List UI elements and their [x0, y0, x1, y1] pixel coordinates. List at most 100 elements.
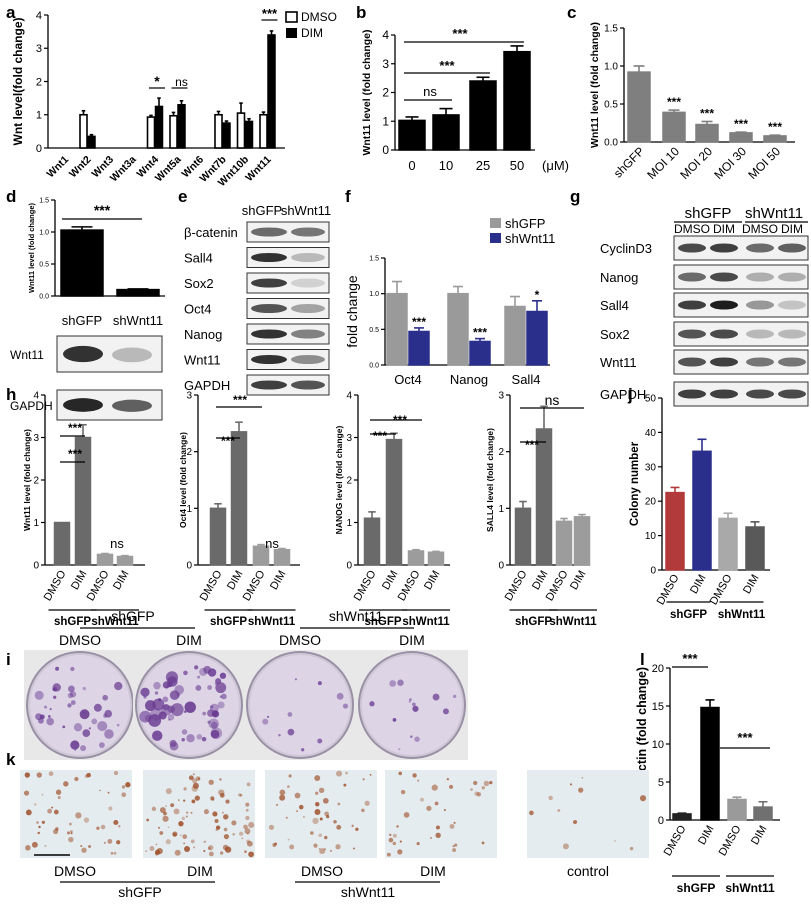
lipid-droplet [231, 820, 237, 826]
blot-row-label: Sox2 [600, 327, 630, 342]
group-label: shWnt11 [402, 616, 450, 628]
blot-row-label: GAPDH [10, 399, 53, 413]
legend-swatch [490, 233, 501, 243]
bar [662, 111, 686, 143]
significance-label: ns [545, 392, 560, 408]
colony [151, 730, 163, 741]
bar [573, 516, 591, 566]
lipid-droplet [151, 806, 157, 812]
lipid-droplet [572, 820, 578, 825]
bar [503, 50, 531, 151]
lipid-droplet [163, 811, 167, 816]
y-tick-label: 0 [33, 561, 39, 572]
blot-band [778, 329, 806, 339]
colony [199, 667, 208, 676]
lipid-droplet [107, 791, 110, 794]
x-tick-label: MOI 20 [677, 144, 715, 182]
colony [398, 748, 401, 751]
legend-swatch [286, 28, 297, 38]
lipid-droplet [314, 775, 321, 782]
lipid-droplet [318, 833, 323, 838]
lipid-droplet [149, 846, 155, 851]
colony [210, 705, 214, 709]
bar [116, 288, 160, 297]
lipid-droplet [212, 811, 218, 817]
blot-band [291, 227, 325, 237]
lipid-droplet [215, 825, 221, 830]
significance-label: *** [68, 447, 82, 461]
blots-layer: Wnt11GAPDHshGFPshWnt11β-cateninSall4Sox2… [10, 203, 809, 421]
lipid-droplet [310, 831, 314, 835]
colony [397, 679, 404, 687]
lipid-droplet [335, 844, 341, 850]
blot-band [251, 278, 287, 288]
colony [114, 681, 123, 691]
y-tick-label: 40 [645, 428, 657, 439]
y-tick-label: 3 [33, 433, 39, 444]
x-tick-label: DIM [688, 573, 708, 596]
group-label: shWnt11 [248, 616, 296, 628]
x-tick-label: 25 [476, 158, 490, 173]
lipid-droplet [23, 790, 30, 796]
lipid-droplet [298, 804, 304, 810]
colony [139, 710, 152, 723]
lipid-droplet [145, 850, 148, 853]
bar [53, 521, 71, 566]
lipid-droplet [389, 833, 392, 836]
panel-label-f: f [345, 187, 351, 206]
lipid-droplet [239, 831, 244, 836]
colony [169, 690, 180, 700]
panel-label-l: l [640, 650, 645, 669]
bar [154, 105, 164, 149]
colony [262, 718, 269, 725]
bar [273, 548, 291, 566]
lipid-droplet [246, 832, 250, 835]
bar [363, 517, 381, 566]
lipid-droplet [186, 811, 189, 814]
blot-band [678, 357, 706, 367]
blot-band [778, 389, 806, 399]
blot-group-label: shGFP [685, 205, 732, 222]
bar [60, 229, 104, 297]
bar [763, 135, 787, 143]
chart-f: 0.0 0.5 1.0 1.5 fold change Oct4 Nanog Sall4 shG… [344, 216, 555, 387]
x-tick-label: DMSO [85, 568, 112, 603]
blot-lane-label: DIM [781, 222, 803, 236]
colony [153, 681, 161, 690]
lipid-droplet [121, 785, 126, 789]
lipid-droplet [430, 837, 432, 839]
lipid-droplet [324, 835, 328, 840]
lipid-droplet [248, 851, 254, 858]
lipid-droplet [288, 774, 292, 778]
lipid-droplet [403, 812, 410, 818]
blot-band [746, 357, 774, 367]
x-tick-label: MOI 50 [745, 144, 783, 182]
lipid-droplet [172, 831, 178, 837]
significance-label: *** [737, 730, 753, 745]
lipid-droplet [182, 834, 188, 840]
bar [244, 120, 254, 149]
panel-label-g: g [570, 187, 580, 206]
panel-label-c: c [567, 3, 576, 22]
legend-label: DMSO [301, 10, 337, 24]
lipid-droplet [268, 824, 274, 830]
x-tick-label: Wnt2 [67, 154, 94, 181]
colony [287, 712, 293, 717]
lipid-droplet [562, 843, 569, 850]
bar [727, 798, 747, 821]
y-tick-label: 15 [652, 701, 664, 713]
lipid-droplet [203, 840, 207, 843]
significance-label: *** [68, 421, 82, 435]
blot-band [746, 389, 774, 399]
lipid-droplet [53, 809, 59, 815]
colony [169, 739, 177, 747]
y-tick-label: 1 [186, 504, 192, 515]
lipid-droplet [489, 781, 493, 785]
blot-lane-label: shWnt11 [281, 203, 331, 218]
bar [718, 517, 738, 571]
micrograph-label: DIM [187, 863, 213, 879]
lipid-droplet [192, 782, 199, 789]
